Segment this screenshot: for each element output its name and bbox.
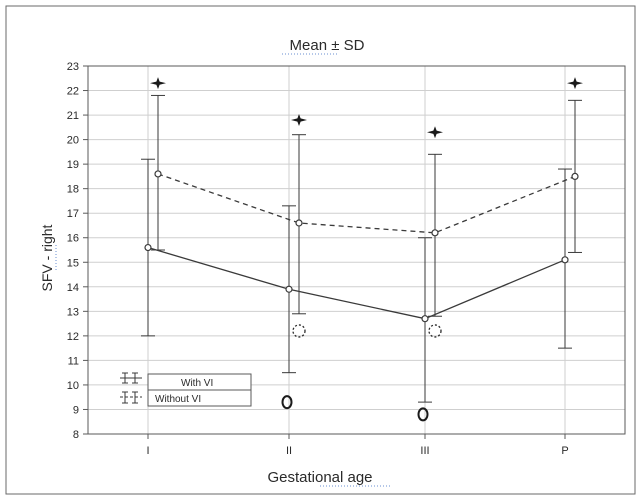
y-tick-label-21: 21 <box>67 110 79 122</box>
legend-swatch-with-vi <box>120 372 142 384</box>
significance-star-I <box>150 77 166 90</box>
y-tick-label-14: 14 <box>67 282 79 294</box>
y-tick-label-20: 20 <box>67 135 79 147</box>
dotted-circle-marker-II <box>292 324 306 338</box>
y-tick-label-23: 23 <box>67 61 79 73</box>
y-tick-label-11: 11 <box>68 355 79 367</box>
y-axis-label: SFV - right <box>39 224 55 291</box>
y-tick-label-18: 18 <box>67 184 79 196</box>
y-tick-label-8: 8 <box>73 429 79 441</box>
x-tick-label-I: I <box>146 445 149 457</box>
y-axis: 8 9 10 11 12 13 14 15 16 17 18 19 20 21 22 23 <box>67 61 88 441</box>
y-tick-label-15: 15 <box>67 257 79 269</box>
mean-point-1-0 <box>154 170 162 178</box>
significance-star-P <box>567 77 583 90</box>
series-line-0 <box>147 246 566 320</box>
x-tick-label-P: P <box>561 445 568 457</box>
mean-point-1-3 <box>571 172 579 180</box>
series <box>141 94 582 403</box>
y-tick-label-13: 13 <box>67 306 79 318</box>
y-tick-label-16: 16 <box>67 233 79 245</box>
x-axis: I II III P <box>146 434 569 457</box>
y-tick-label-17: 17 <box>67 208 79 220</box>
x-axis-label: Gestational age <box>267 469 372 486</box>
mean-point-0-2 <box>421 315 429 323</box>
mean-point-0-0 <box>144 243 152 252</box>
legend-swatch-without-vi <box>120 391 142 404</box>
legend-label-without-vi: Without VI <box>155 394 201 405</box>
y-tick-label-12: 12 <box>67 331 79 343</box>
plot-area <box>87 65 626 435</box>
y-tick-label-10: 10 <box>67 380 79 392</box>
legend: With VI Without VI <box>120 372 252 407</box>
chart-title: Mean ± SD <box>290 37 365 54</box>
y-tick-label-19: 19 <box>67 159 79 171</box>
series-line-1 <box>157 173 576 234</box>
y-tick-label-9: 9 <box>73 404 79 416</box>
significance-star-III <box>427 126 443 139</box>
mean-point-1-1 <box>295 219 303 227</box>
dotted-circle-marker-III <box>428 324 442 338</box>
annotations <box>150 77 583 422</box>
y-tick-label-22: 22 <box>67 86 79 98</box>
x-tick-label-II: II <box>286 445 292 457</box>
legend-label-with-vi: With VI <box>181 378 213 389</box>
mean-point-1-2 <box>431 229 439 237</box>
x-tick-label-III: III <box>420 445 429 457</box>
mean-point-0-3 <box>561 256 569 264</box>
mean-point-0-1 <box>285 285 293 293</box>
significance-star-II <box>291 113 307 126</box>
outer-border <box>5 5 636 495</box>
open-circle-marker-III <box>417 407 429 422</box>
open-circle-marker-II <box>281 395 293 410</box>
